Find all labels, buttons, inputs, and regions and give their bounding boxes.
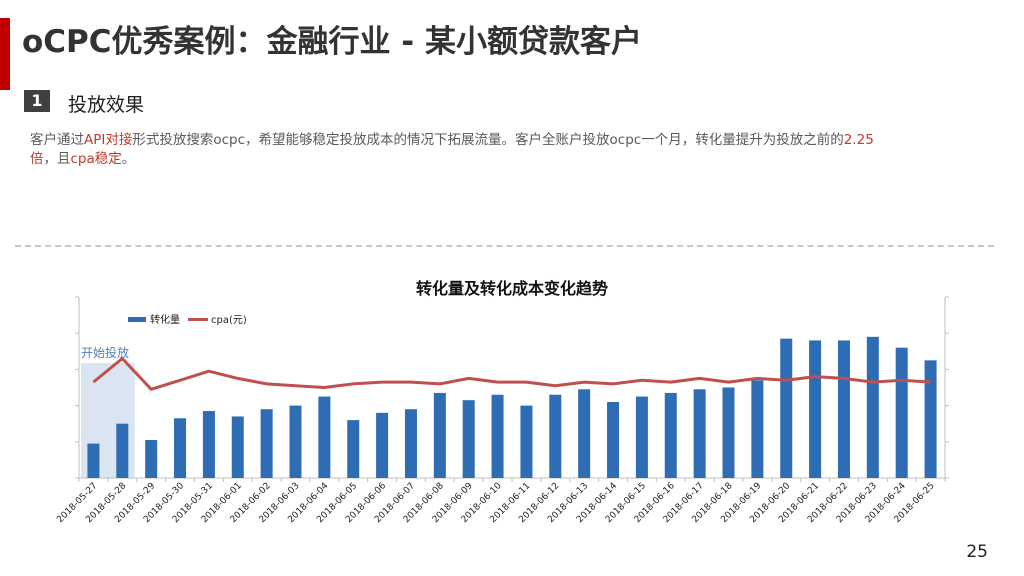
section-number-badge: 1 xyxy=(24,90,50,112)
bar xyxy=(174,418,187,478)
bar xyxy=(751,380,764,478)
description-text: ，且 xyxy=(43,151,71,167)
bar xyxy=(866,336,879,478)
bar xyxy=(549,394,562,478)
legend-bar-swatch xyxy=(128,317,146,322)
dashed-divider xyxy=(15,245,994,247)
description-text: 形式投放搜索ocpc，希望能够稳定投放成本的情况下拓展流量。客户全账户投放ocp… xyxy=(132,132,844,148)
trend-chart: 2018-05-272018-05-282018-05-292018-05-30… xyxy=(55,279,949,525)
bar xyxy=(145,439,158,478)
bar xyxy=(520,405,533,478)
slide-title: oCPC优秀案例：金融行业 - 某小额贷款客户 xyxy=(22,24,642,60)
bar xyxy=(347,420,360,478)
bar xyxy=(289,405,302,478)
bar xyxy=(895,347,908,478)
bar xyxy=(578,389,591,478)
description-text: 。 xyxy=(121,151,136,167)
bar xyxy=(635,396,648,478)
bar xyxy=(433,392,446,478)
bar xyxy=(837,340,850,478)
case-description: 客户通过API对接形式投放搜索ocpc，希望能够稳定投放成本的情况下拓展流量。客… xyxy=(30,131,890,169)
bar xyxy=(116,423,129,478)
section-title: 投放效果 xyxy=(68,94,145,116)
bar xyxy=(491,394,504,478)
cpa-line xyxy=(92,357,931,391)
bar xyxy=(809,340,822,478)
legend-bar-label: 转化量 xyxy=(150,313,180,326)
bar xyxy=(376,412,389,478)
highlight-text: API对接 xyxy=(84,132,133,148)
bar xyxy=(318,396,331,478)
bar xyxy=(202,411,215,478)
highlight-text: 2.25倍 xyxy=(30,132,874,167)
bar xyxy=(664,392,677,478)
bar xyxy=(780,338,793,478)
bar xyxy=(924,360,937,478)
start-annotation: 开始投放 xyxy=(81,345,129,360)
bar xyxy=(462,400,475,478)
bar xyxy=(87,443,100,478)
bar xyxy=(607,401,620,478)
page-number: 25 xyxy=(966,542,988,562)
chart-title: 转化量及转化成本变化趋势 xyxy=(416,279,608,298)
description-text: 客户通过 xyxy=(30,132,84,148)
bar xyxy=(260,409,273,478)
bar xyxy=(722,387,735,478)
legend-line-label: cpa(元) xyxy=(211,315,247,326)
bar xyxy=(231,416,244,478)
bar xyxy=(693,389,706,478)
title-accent-bar xyxy=(0,18,10,90)
highlight-text: cpa稳定 xyxy=(70,151,122,167)
bar xyxy=(404,409,417,478)
